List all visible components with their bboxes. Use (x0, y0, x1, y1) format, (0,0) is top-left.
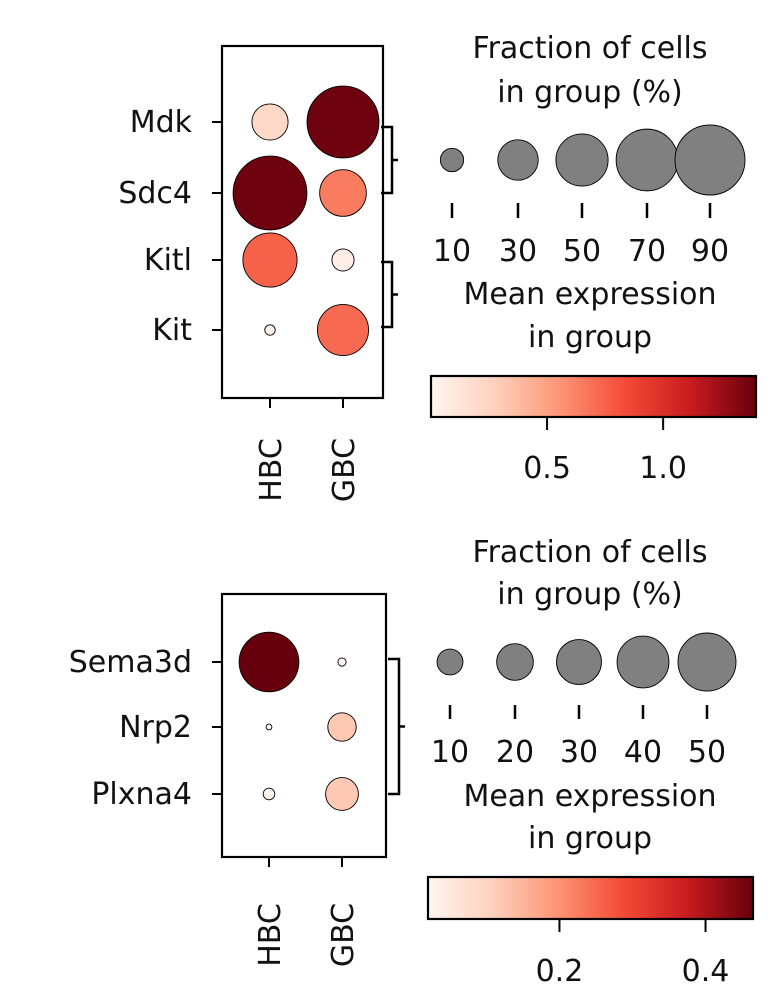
dot (242, 232, 298, 288)
size-legend-label: 10 (431, 735, 469, 770)
gene-label: Sdc4 (118, 176, 192, 211)
size-legend-dot (616, 635, 670, 689)
size-legend-dot (556, 639, 602, 685)
dot (337, 657, 347, 667)
size-legend-label: 10 (433, 234, 471, 269)
gene-label: Kit (152, 313, 192, 348)
dot (316, 303, 370, 357)
size-legend-dot (436, 648, 464, 676)
colorbar-tick-label: 0.4 (682, 954, 730, 989)
dot (327, 712, 357, 742)
size-legend-dot (674, 124, 746, 196)
size-legend-label: 50 (688, 735, 726, 770)
size-legend-label: 20 (496, 735, 534, 770)
group-label: GBC (327, 438, 362, 502)
colorbar-tick-label: 0.5 (523, 451, 571, 486)
color-legend-title: Mean expression (463, 779, 716, 814)
group-label: HBC (253, 903, 288, 967)
color-legend-title: in group (528, 821, 652, 856)
dot (232, 155, 308, 231)
color-legend-title: in group (528, 320, 652, 355)
dot (238, 631, 300, 693)
gene-group-bracket (388, 657, 401, 796)
size-legend-label: 30 (560, 735, 598, 770)
colorbar (426, 875, 755, 921)
size-legend-label: 40 (624, 735, 662, 770)
size-legend-label: 90 (691, 234, 729, 269)
colorbar-tick-label: 1.0 (639, 451, 687, 486)
size-legend-label: 30 (499, 234, 537, 269)
color-legend-title: Mean expression (463, 277, 716, 312)
size-legend-dot (615, 128, 679, 192)
size-legend-title: in group (%) (497, 75, 682, 110)
gene-label: Nrp2 (119, 710, 192, 745)
size-legend-title: in group (%) (497, 577, 682, 612)
gene-label: Kitl (144, 243, 192, 278)
group-label: GBC (326, 903, 361, 967)
dot (264, 324, 276, 336)
size-legend-label: 50 (563, 234, 601, 269)
size-legend-dot (496, 643, 534, 681)
dot (251, 103, 289, 141)
size-legend-dot (555, 133, 609, 187)
dot (306, 85, 380, 159)
colorbar (429, 374, 758, 419)
gene-label: Plxna4 (91, 777, 192, 812)
dotplot-panel-1: Mdk Sdc4 Kitl Kit HBC GBC Fraction of cells in … (118, 31, 758, 502)
dot (265, 723, 273, 731)
plot-frame (220, 44, 385, 400)
size-legend-dot (497, 139, 539, 181)
dot (262, 787, 276, 801)
dot (325, 777, 359, 811)
dot (331, 248, 355, 272)
plot-frame (220, 592, 388, 859)
gene-label: Sema3d (69, 645, 192, 680)
size-legend-title: Fraction of cells (473, 31, 708, 66)
dotplot-panel-2: Sema3d Nrp2 Plxna4 HBC GBC Fraction of cells i… (69, 535, 755, 989)
size-legend-dot (677, 632, 737, 692)
size-legend-title: Fraction of cells (473, 535, 708, 570)
group-label: HBC (254, 438, 289, 502)
size-legend-label: 70 (628, 234, 666, 269)
gene-label: Mdk (130, 105, 193, 140)
size-legend-dot (439, 147, 465, 173)
dot (319, 169, 367, 217)
colorbar-tick-label: 0.2 (536, 954, 584, 989)
